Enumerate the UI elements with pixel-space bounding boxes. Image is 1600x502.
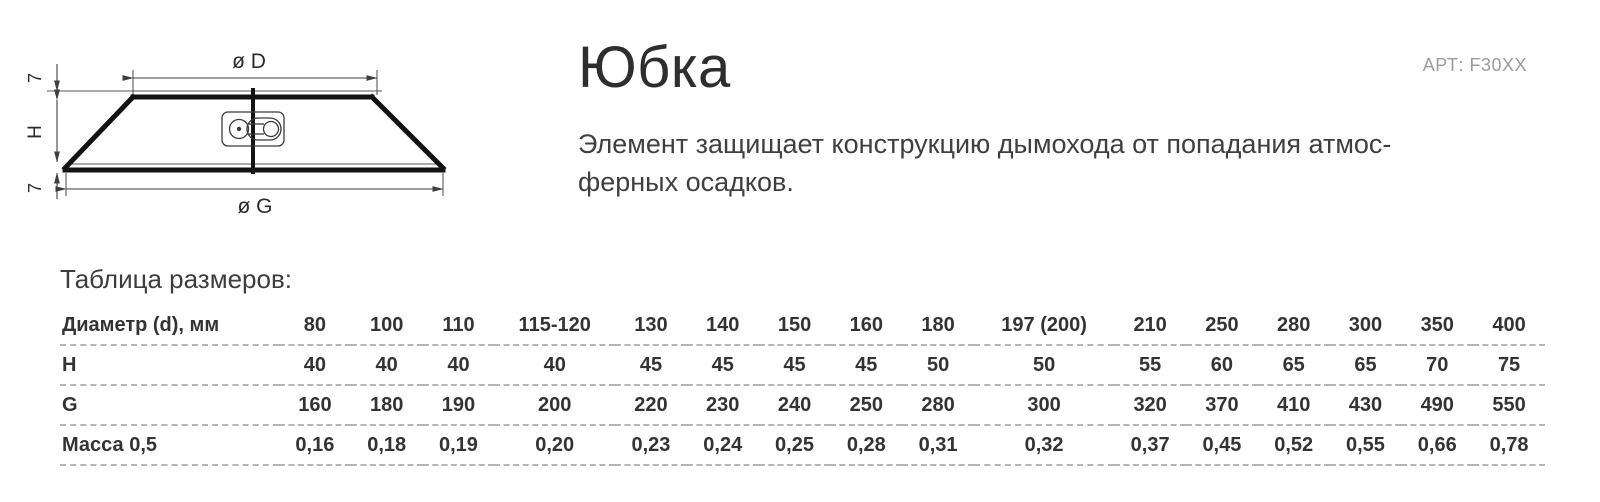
cell: 50 — [973, 345, 1115, 386]
description-line-2: ферных осадков. — [578, 167, 794, 198]
size-table: Диаметр (d), мм 80 100 110 115-120 130 140 150 1… — [60, 306, 1545, 466]
row-label: Диаметр (d), мм — [60, 306, 279, 346]
cell: 0,31 — [902, 425, 974, 466]
cell: 210 — [1114, 306, 1187, 346]
product-description: Элемент защищает конструкцию дымохода от… — [578, 125, 1478, 202]
cell: 150 — [758, 306, 831, 346]
cell: 160 — [830, 306, 903, 346]
cell: 130 — [615, 306, 687, 346]
dimension-label-bottom-lip: 7 — [25, 183, 45, 193]
cell: 0,16 — [279, 425, 351, 466]
cell: 230 — [686, 385, 759, 426]
skirt-profile — [61, 88, 447, 174]
cell: 320 — [1114, 385, 1187, 426]
row-label: H — [60, 345, 279, 386]
cell: 200 — [494, 385, 616, 426]
dimension-label-d: ø D — [232, 50, 266, 73]
cell: 250 — [830, 385, 903, 426]
cell: 300 — [973, 385, 1115, 426]
cell: 45 — [830, 345, 903, 386]
article-number: АРТ: F30XX — [1422, 55, 1527, 75]
cell: 180 — [902, 306, 974, 346]
clamp-lock-icon — [221, 111, 285, 147]
cell: 70 — [1401, 345, 1474, 386]
cell: 80 — [279, 306, 351, 346]
cell: 45 — [686, 345, 759, 386]
cell: 0,45 — [1186, 425, 1258, 466]
cell: 0,66 — [1401, 425, 1474, 466]
cell: 40 — [350, 345, 423, 386]
table-row: G 160 180 190 200 220 230 240 250 280 300 320 370 410… — [60, 385, 1545, 426]
cell: 280 — [902, 385, 974, 426]
cell: 0,78 — [1473, 425, 1545, 466]
cell: 65 — [1329, 345, 1402, 386]
row-label: Масса 0,5 — [60, 425, 279, 466]
cell: 0,25 — [758, 425, 831, 466]
cell: 197 (200) — [973, 306, 1115, 346]
cell: 400 — [1473, 306, 1545, 346]
cell: 45 — [615, 345, 687, 386]
dimension-lines — [54, 64, 444, 199]
cell: 40 — [422, 345, 495, 386]
cell: 40 — [494, 345, 616, 386]
cell: 430 — [1329, 385, 1402, 426]
row-label: G — [60, 385, 279, 426]
cell: 0,55 — [1329, 425, 1402, 466]
skirt-technical-drawing: ø D ø G H 7 7 — [25, 50, 447, 218]
cell: 240 — [758, 385, 831, 426]
header-block: Юбка Элемент защищает конструкцию дымохо… — [578, 35, 1478, 202]
size-table-body: Диаметр (d), мм 80 100 110 115-120 130 140 150 1… — [60, 306, 1545, 466]
cell: 60 — [1186, 345, 1258, 386]
dimension-label-g: ø G — [238, 195, 273, 218]
cell: 140 — [686, 306, 759, 346]
cell: 350 — [1401, 306, 1474, 346]
cell: 0,28 — [830, 425, 903, 466]
size-table-caption: Таблица размеров: — [60, 264, 293, 294]
cell: 110 — [422, 306, 495, 346]
cell: 410 — [1257, 385, 1330, 426]
extension-lines — [47, 70, 444, 196]
cell: 550 — [1473, 385, 1545, 426]
cell: 0,32 — [973, 425, 1115, 466]
cell: 0,20 — [494, 425, 616, 466]
cell: 55 — [1114, 345, 1187, 386]
page-title: Юбка — [578, 35, 731, 100]
cell: 40 — [279, 345, 351, 386]
cell: 45 — [758, 345, 831, 386]
cell: 0,24 — [686, 425, 759, 466]
cell: 115-120 — [494, 306, 616, 346]
cell: 190 — [422, 385, 495, 426]
cell: 0,37 — [1114, 425, 1187, 466]
cell: 490 — [1401, 385, 1474, 426]
cell: 50 — [902, 345, 974, 386]
cell: 250 — [1186, 306, 1258, 346]
cell: 0,23 — [615, 425, 687, 466]
cell: 280 — [1257, 306, 1330, 346]
cell: 65 — [1257, 345, 1330, 386]
cell: 100 — [350, 306, 423, 346]
cell: 0,18 — [350, 425, 423, 466]
dimension-label-h: H — [25, 125, 46, 139]
cell: 0,52 — [1257, 425, 1330, 466]
table-row: Масса 0,5 0,16 0,18 0,19 0,20 0,23 0,24 0,25 0,2… — [60, 425, 1545, 466]
cell: 160 — [279, 385, 351, 426]
cell: 75 — [1473, 345, 1545, 386]
description-line-1: Элемент защищает конструкцию дымохода от… — [578, 128, 1392, 159]
cell: 0,19 — [422, 425, 495, 466]
table-row: H 40 40 40 40 45 45 45 45 50 50 55 60 65 65 70 75 — [60, 345, 1545, 386]
cell: 300 — [1329, 306, 1402, 346]
dimension-label-top-lip: 7 — [25, 73, 45, 83]
cell: 180 — [350, 385, 423, 426]
cell: 370 — [1186, 385, 1258, 426]
table-row: Диаметр (d), мм 80 100 110 115-120 130 140 150 1… — [60, 306, 1545, 346]
cell: 220 — [615, 385, 687, 426]
